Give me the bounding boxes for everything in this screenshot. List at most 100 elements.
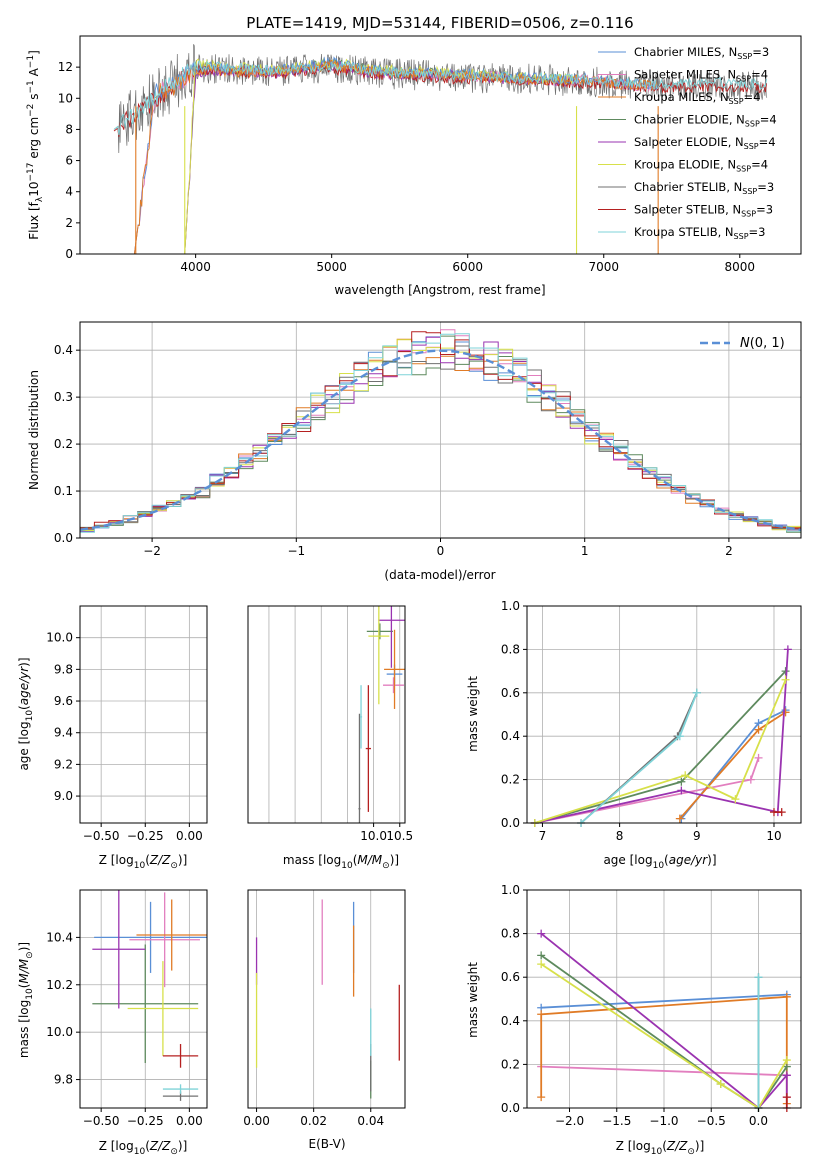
label-part: (: [17, 984, 31, 989]
x-tick-label: 0.02: [300, 1114, 327, 1128]
label-part: 10: [651, 1147, 663, 1157]
weight-marker: [777, 808, 786, 817]
weight-line: [540, 932, 788, 1110]
weight-marker: [782, 1056, 791, 1065]
legend-item: Chabrier MILES, NSSP=3: [598, 45, 769, 61]
legend-item: Kroupa ELODIE, NSSP=4: [598, 158, 768, 174]
weight-series: [677, 706, 790, 823]
label-part: Kroupa STELIB, N: [634, 225, 734, 239]
label-part: Kroupa ELODIE, N: [634, 158, 736, 172]
label-part: age/yr: [669, 853, 708, 867]
x-tick-label: −2: [143, 544, 161, 558]
y-tick-label: 0.1: [54, 484, 73, 498]
label-part: =3: [757, 180, 774, 194]
legend-label: Chabrier ELODIE, NSSP=4: [634, 113, 777, 129]
label-part: )]: [17, 942, 31, 951]
label-part: −17: [26, 163, 36, 182]
spectrum-plot: [113, 44, 768, 254]
weight-marker: [782, 992, 791, 1001]
label-part: SSP: [742, 187, 757, 196]
x-axis-label: wavelength [Angstrom, rest frame]: [334, 283, 545, 297]
label-part: erg cm: [27, 117, 41, 163]
weight-marker: [716, 1080, 725, 1089]
x-tick-label: 7000: [588, 260, 619, 274]
x-tick-label: 10: [766, 829, 781, 843]
label-part: Z/Z: [149, 1139, 171, 1153]
errorbar-plot: [255, 899, 400, 1099]
y-tick-label: 9.2: [54, 757, 73, 771]
y-tick-label: 9.8: [54, 662, 73, 676]
label-part: =4: [744, 90, 761, 104]
y-tick-label: 10.0: [46, 631, 73, 645]
x-tick-label: −1: [287, 544, 305, 558]
label-part: ⊙: [687, 1147, 695, 1157]
label-part: Z [log: [99, 1139, 134, 1153]
legend-label: Kroupa STELIB, NSSP=3: [634, 225, 765, 241]
weight-series: [530, 667, 790, 827]
axes-age-vs-Z: [80, 606, 207, 823]
errorbar-point: [368, 606, 390, 705]
x-tick-label: −1.0: [649, 1114, 678, 1128]
y-tick-label: 10: [58, 91, 73, 105]
ticks-age-vs-mass: 10.0 10.5: [360, 823, 413, 843]
label-part: M/M: [357, 853, 382, 867]
weight-line: [534, 670, 787, 824]
label-part: =3: [752, 45, 769, 59]
x-tick-label: 9: [693, 829, 701, 843]
label-part: (: [662, 1139, 667, 1153]
weight-marker: [675, 814, 684, 823]
weight-marker: [781, 675, 790, 684]
weight-marker: [681, 771, 690, 780]
y-tick-label: 10.2: [46, 978, 73, 992]
axes-frame: [79, 35, 802, 255]
label-part: mass [log: [283, 853, 341, 867]
label-part: 10: [134, 861, 146, 871]
label-part: N: [740, 336, 750, 351]
label-part: 10: [25, 710, 35, 722]
y-tick-label: 9.4: [54, 726, 73, 740]
weight-marker: [754, 725, 763, 734]
y-tick-label: 6: [65, 154, 73, 168]
weight-marker: [677, 777, 686, 786]
label-part: Z [log: [616, 1139, 651, 1153]
errorbar-point: [359, 685, 363, 749]
y-tick-label: 0.2: [501, 1057, 520, 1071]
spectrum-line: [113, 60, 768, 136]
weight-series: [782, 1093, 791, 1112]
weight-marker: [781, 708, 790, 717]
legend-item: Salpeter ELODIE, NSSP=4: [598, 135, 776, 151]
axes-frame: [79, 889, 208, 1109]
legend-label: Salpeter MILES, NSSP=4: [634, 68, 768, 84]
histogram-plot: [80, 329, 801, 533]
ticks-mass-vs-Z: −0.50 −0.25 0.00 9.8 10.0 10.2 10.4: [46, 930, 202, 1128]
ticks-mass-vs-EBV: 0.00 0.02 0.04: [243, 1108, 384, 1128]
legend-label: N(0, 1): [740, 336, 785, 351]
legend: N(0, 1): [700, 336, 785, 351]
x-axis-label: Z [log10(Z/Z⊙)]: [99, 1139, 188, 1157]
errorbar-plot: [91, 568, 211, 810]
label-part: ⊙: [382, 861, 390, 871]
x-tick-label: 1: [581, 544, 589, 558]
x-tick-label: 0.00: [176, 1114, 203, 1128]
label-part: (0, 1): [750, 336, 785, 351]
weight-series: [769, 808, 786, 817]
label-part: (: [17, 705, 31, 710]
legend-item: Kroupa STELIB, NSSP=3: [598, 225, 765, 241]
y-tick-label: 9.8: [54, 1073, 73, 1087]
label-part: A: [27, 67, 41, 80]
label-part: Z/Z: [149, 853, 171, 867]
x-tick-label: −2.0: [555, 1114, 584, 1128]
label-part: =3: [749, 225, 766, 239]
label-part: Flux [f: [27, 201, 41, 239]
legend-item: Chabrier ELODIE, NSSP=4: [598, 113, 777, 129]
y-tick-label: 0.0: [501, 816, 520, 830]
errorbar-point: [92, 573, 145, 668]
legend-item: Chabrier STELIB, NSSP=3: [598, 180, 774, 196]
y-tick-label: 0.6: [501, 686, 520, 700]
weight-marker: [537, 960, 546, 969]
y-tick-label: 10.0: [46, 1025, 73, 1039]
label-part: =3: [756, 203, 773, 217]
y-tick-label: 2: [65, 216, 73, 230]
label-part: Salpeter MILES, N: [634, 68, 736, 82]
